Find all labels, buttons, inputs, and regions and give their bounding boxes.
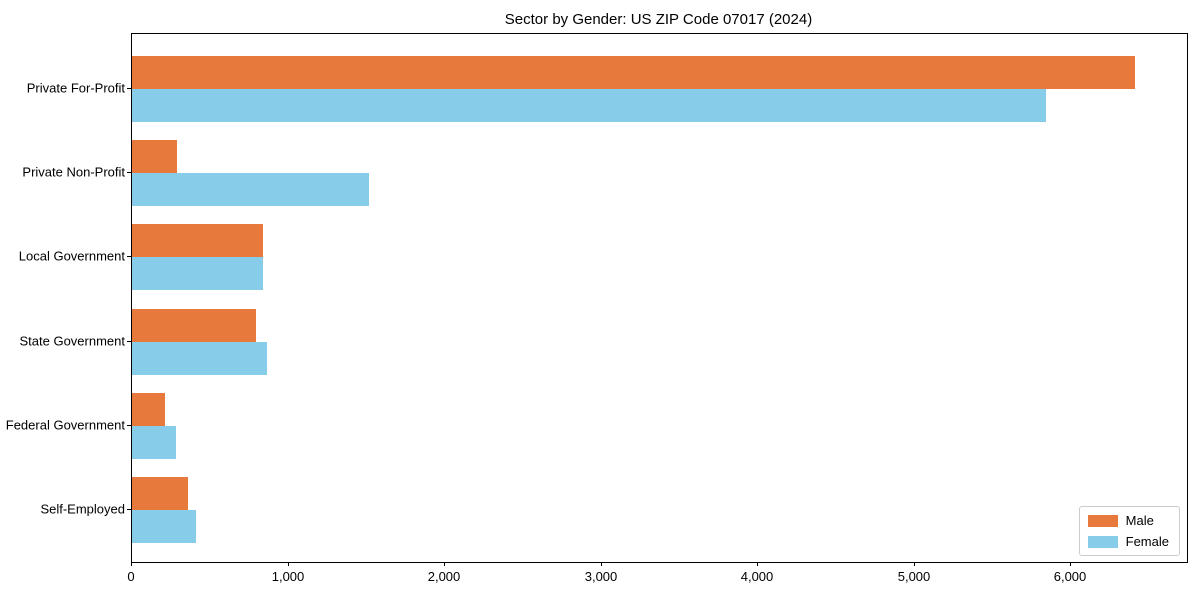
x-tick-label: 5,000 — [897, 569, 931, 584]
x-tick-label: 4,000 — [740, 569, 774, 584]
x-tick-mark — [757, 562, 758, 566]
y-tick-mark — [127, 256, 131, 258]
chart-title: Sector by Gender: US ZIP Code 07017 (202… — [504, 11, 813, 28]
legend-swatch-male — [1087, 514, 1118, 527]
bar-male-federal-government — [132, 392, 165, 426]
legend-swatch-female — [1087, 535, 1118, 548]
x-tick-mark — [288, 562, 289, 566]
x-tick-mark — [444, 562, 445, 566]
x-tick-mark — [1070, 562, 1071, 566]
x-tick-label: 6,000 — [1053, 569, 1087, 584]
bar-female-self-employed — [132, 510, 196, 543]
bar-female-local-government — [132, 257, 263, 291]
y-axis-label: State Government — [19, 333, 126, 349]
y-tick-mark — [127, 340, 131, 342]
x-tick-label: 0 — [127, 569, 135, 584]
x-tick-label: 2,000 — [427, 569, 461, 584]
y-axis-label: Local Government — [18, 248, 125, 264]
bar-male-local-government — [132, 224, 263, 258]
bar-female-private-non-profit — [132, 173, 369, 207]
y-axis-label: Self-Employed — [40, 501, 125, 517]
y-axis-label: Private For-Profit — [26, 80, 125, 96]
bar-male-private-non-profit — [132, 140, 177, 174]
y-tick-mark — [127, 88, 131, 89]
x-tick-label: 3,000 — [584, 569, 618, 584]
x-tick-mark — [131, 562, 132, 566]
bar-male-private-for-profit — [132, 56, 1135, 89]
bar-male-self-employed — [132, 477, 188, 510]
x-tick-label: 1,000 — [271, 569, 305, 584]
bar-female-federal-government — [132, 425, 176, 459]
plot-area: Male Female — [131, 33, 1188, 563]
y-tick-mark — [127, 509, 131, 510]
legend-entry-male: Male — [1087, 513, 1169, 528]
legend-label-male: Male — [1125, 513, 1154, 528]
y-axis-label: Private Non-Profit — [22, 164, 125, 180]
x-tick-mark — [601, 562, 602, 566]
x-tick-mark — [914, 562, 915, 566]
legend-label-female: Female — [1125, 534, 1169, 549]
y-tick-mark — [127, 424, 131, 426]
legend: Male Female — [1078, 506, 1180, 556]
bar-female-state-government — [132, 341, 267, 375]
bar-female-private-for-profit — [132, 89, 1046, 122]
legend-entry-female: Female — [1087, 534, 1169, 549]
y-axis-label: Federal Government — [5, 417, 125, 433]
y-tick-mark — [127, 172, 131, 174]
bar-male-state-government — [132, 308, 256, 342]
